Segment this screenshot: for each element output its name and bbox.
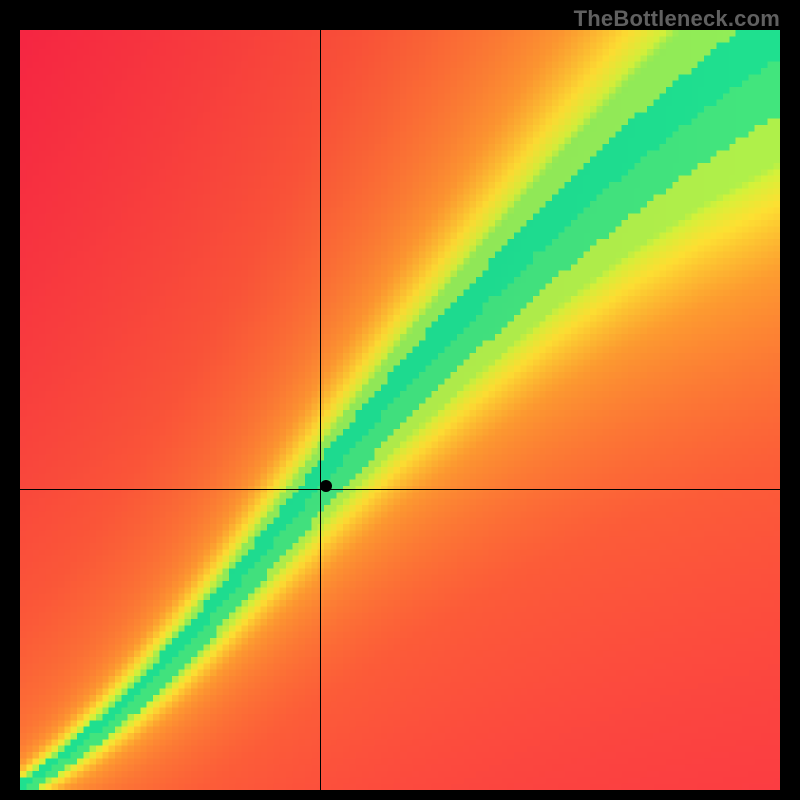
watermark-text: TheBottleneck.com xyxy=(574,6,780,32)
crosshair-horizontal xyxy=(20,489,780,490)
heatmap-canvas xyxy=(20,30,780,790)
selection-marker xyxy=(320,480,332,492)
figure-container: TheBottleneck.com xyxy=(0,0,800,800)
crosshair-vertical xyxy=(320,30,321,790)
bottleneck-heatmap xyxy=(20,30,780,790)
